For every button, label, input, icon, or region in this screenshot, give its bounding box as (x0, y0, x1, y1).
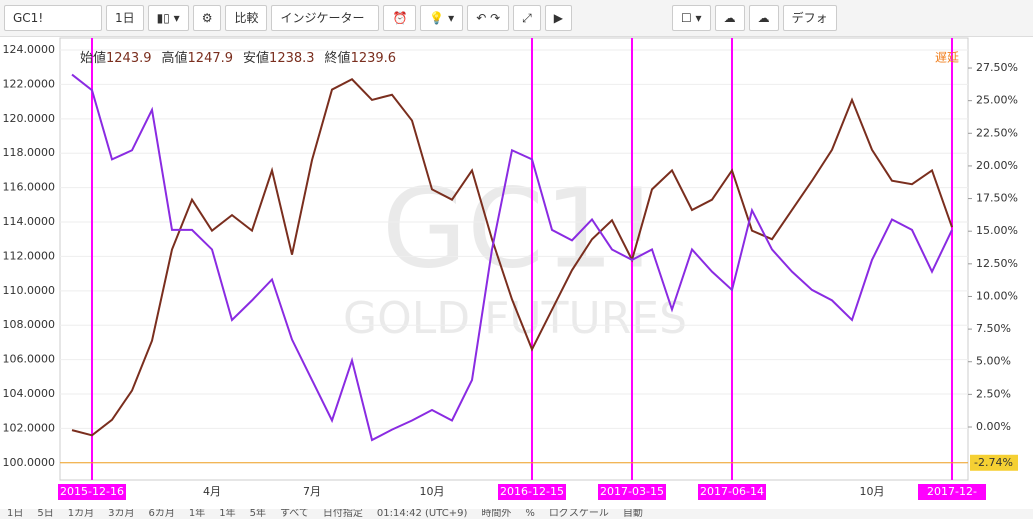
y2-tick-label: 12.50% (976, 257, 1018, 270)
indicators-button[interactable]: インジケーター (271, 5, 380, 31)
y-tick-label: 108.0000 (3, 318, 56, 331)
y2-tick-label: 17.50% (976, 192, 1018, 205)
y-tick-label: 106.0000 (3, 353, 56, 366)
legend-value: 1239.6 (351, 51, 397, 66)
y2-tick-label: 0.00% (976, 420, 1011, 433)
legend-label: 安値 (243, 50, 269, 66)
y-tick-label: 124.0000 (3, 43, 56, 56)
y-tick-label: 118.0000 (3, 146, 56, 159)
y-tick-label: 110.0000 (3, 284, 56, 297)
y-tick-label: 102.0000 (3, 421, 56, 434)
compare-button[interactable]: 比較 (225, 5, 268, 31)
x-tick-label: 10月 (420, 485, 445, 498)
marker-label-bg (698, 484, 766, 500)
watermark-symbol: GC1! (382, 164, 658, 292)
replay-button[interactable]: ▶ (544, 5, 572, 31)
cloud-save[interactable]: ☁ (748, 5, 779, 31)
marker-label-bg (498, 484, 566, 500)
bottom-item[interactable]: 5年 (249, 509, 266, 519)
y2-tick-label: 5.00% (976, 355, 1011, 368)
bottom-item[interactable]: 1カ月 (67, 509, 95, 519)
bottom-item[interactable]: 5日 (37, 509, 54, 519)
y-tick-label: 116.0000 (3, 181, 56, 194)
chart-style-button[interactable]: ▮▯ ▾ (147, 5, 189, 31)
bottom-item[interactable]: 1日 (7, 509, 24, 519)
series-line (71, 78, 953, 437)
y2-tick-label: 22.50% (976, 126, 1018, 139)
idea-button[interactable]: 💡 ▾ (420, 5, 464, 31)
legend-value: 1243.9 (106, 51, 152, 66)
chart: GC1!GOLD FUTURES 100.0000 102.0000 104.0000… (3, 37, 1018, 500)
x-tick-label: 7月 (303, 485, 321, 498)
y2-tick-label: 25.00% (976, 94, 1018, 107)
bottom-bar: 1日 5日 1カ月 3カ月 6カ月 1年 1年 5年 すべて 日付指定 01:14:42 (UTC+… (0, 509, 1033, 519)
cloud-load[interactable]: ☁ (714, 5, 745, 31)
settings-button[interactable]: ⚙ (192, 5, 222, 31)
status-label: 遅延 (935, 51, 959, 65)
x-tick-label: 2017-12- (927, 485, 977, 498)
bottom-item[interactable]: 01:14:42 (UTC+9) (376, 509, 468, 519)
toolbar: GC1! 1日 ▮▯ ▾ ⚙ 比較 インジケーター ⏰ 💡 ▾ ↶ ↷ ⤢ ▶ … (0, 0, 1033, 37)
series-line (71, 73, 953, 442)
fullscreen-button[interactable]: ⤢ (513, 5, 541, 31)
bottom-item[interactable]: 自動 (622, 509, 643, 519)
marker-label-bg (58, 484, 126, 500)
bottom-item[interactable]: すべて (280, 509, 309, 519)
bottom-item[interactable]: 1年 (188, 509, 206, 519)
y2-tick-label: 7.50% (976, 322, 1011, 335)
x-tick-label: 2017-03-15 (600, 485, 664, 498)
undo-redo[interactable]: ↶ ↷ (467, 5, 510, 31)
y2-tick-label: 27.50% (976, 61, 1018, 74)
interval-button[interactable]: 1日 (106, 5, 144, 31)
x-tick-label: 10月 (860, 485, 885, 498)
x-tick-label: 2015-12-16 (60, 485, 124, 498)
bottom-item[interactable]: % (525, 509, 535, 519)
legend-value: 1238.3 (269, 51, 315, 66)
y2-tick-label: 10.00% (976, 289, 1018, 302)
x-tick-label: 2016-12-15 (500, 485, 564, 498)
watermark-name: GOLD FUTURES (343, 293, 687, 344)
bottom-item[interactable]: 6カ月 (148, 509, 175, 519)
y2-tick-label: 2.50% (976, 387, 1011, 400)
last-value-label: -2.74% (974, 456, 1013, 469)
legend: 始値1243.9 高値1247.9 安値1238.3 終値1239.6 (80, 50, 396, 66)
bottom-item[interactable]: 時間外 (481, 509, 512, 519)
y-tick-label: 100.0000 (3, 456, 56, 469)
color-button[interactable]: ☐ ▾ (671, 5, 711, 31)
y-tick-label: 112.0000 (3, 249, 56, 262)
marker-label-bg (598, 484, 666, 500)
y2-tick-label: 15.00% (976, 224, 1018, 237)
legend-value: 1247.9 (188, 51, 234, 66)
bottom-item[interactable]: 3カ月 (108, 509, 135, 519)
x-tick-label: 4月 (203, 485, 221, 498)
bottom-item[interactable]: 日付指定 (322, 509, 363, 519)
y-tick-label: 114.0000 (3, 215, 56, 228)
bottom-item[interactable]: 1年 (219, 509, 236, 519)
plot-area (59, 37, 969, 481)
layout-button[interactable]: デフォ (782, 5, 837, 31)
legend-label: 終値 (325, 50, 351, 66)
y-tick-label: 120.0000 (3, 112, 56, 125)
marker-label-bg (918, 484, 986, 500)
symbol-input[interactable]: GC1! (4, 5, 102, 31)
alert-button[interactable]: ⏰ (383, 5, 417, 31)
legend-label: 始値 (80, 50, 106, 66)
y-tick-label: 104.0000 (3, 387, 56, 400)
y2-tick-label: 20.00% (976, 159, 1018, 172)
x-tick-label: 2017-06-14 (700, 485, 764, 498)
y-tick-label: 122.0000 (3, 77, 56, 90)
bottom-item[interactable]: ログスケール (548, 509, 609, 519)
last-value-bg (970, 454, 1018, 471)
legend-label: 高値 (162, 50, 188, 66)
